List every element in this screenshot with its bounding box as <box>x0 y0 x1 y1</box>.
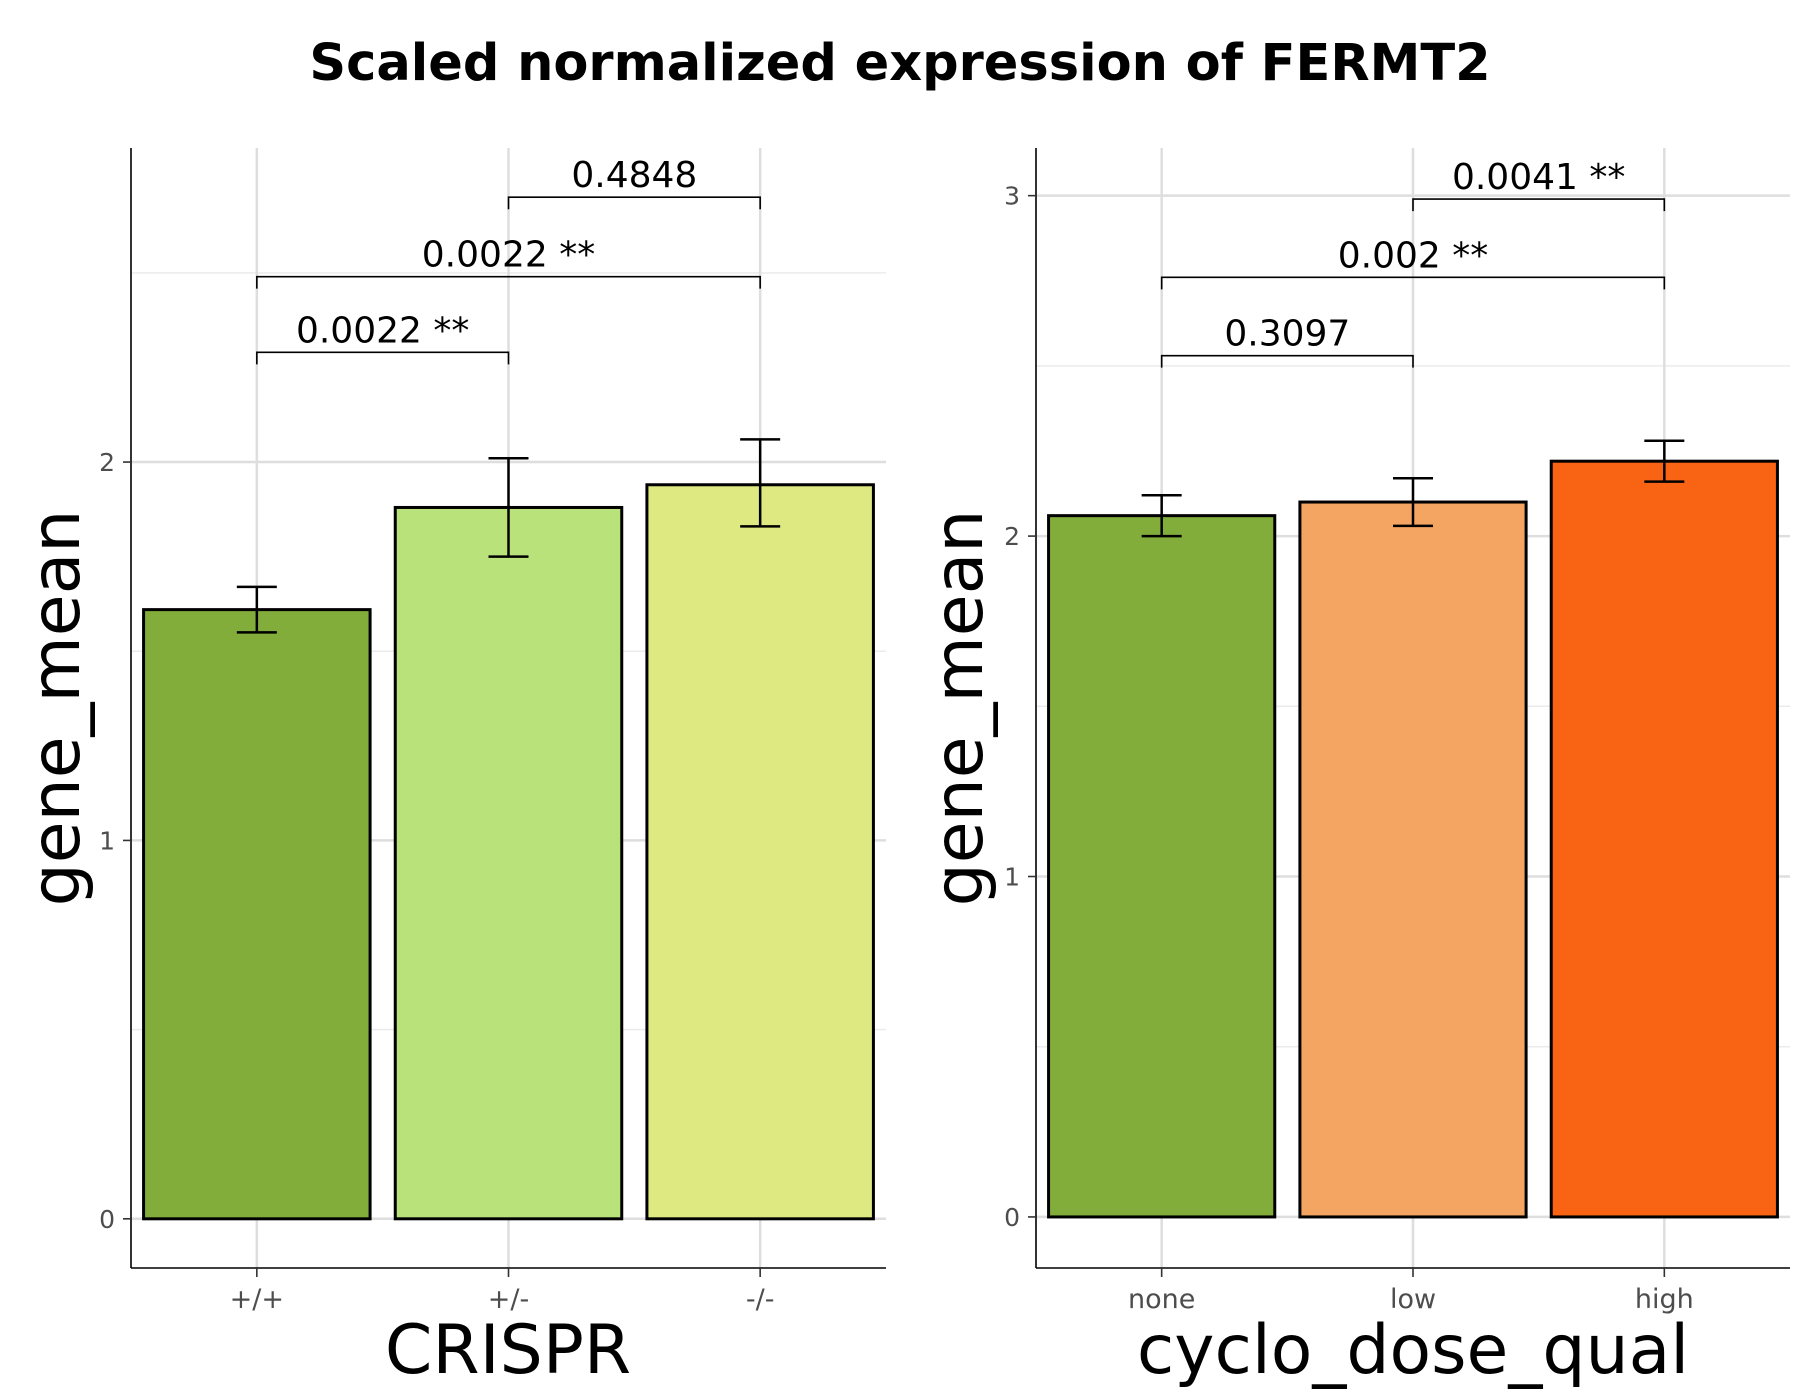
chart-title: Scaled normalized expression of FERMT2 <box>309 34 1491 93</box>
panel1-y-tick-label: 0 <box>99 1205 115 1234</box>
panel2-comparison-bracket <box>1412 198 1666 212</box>
panel1-comparison-bracket <box>507 196 761 210</box>
panel1-comparison-bracket <box>256 351 510 365</box>
panel2-comparison-bracket <box>1160 354 1414 368</box>
panel2-y-tick-label: 2 <box>1004 522 1020 551</box>
panel2-bar <box>1047 514 1277 1219</box>
panel2-y-tick-label: 0 <box>1004 1203 1020 1232</box>
panel1-bar <box>645 483 875 1221</box>
panel1-comparison-label: 0.4848 <box>571 155 697 196</box>
panel2-x-tick-label: none <box>1128 1284 1195 1315</box>
panel2-x-axis-title: cyclo_dose_qual <box>1137 1311 1689 1390</box>
panel2-x-tick-label: low <box>1390 1284 1436 1315</box>
panel1-x-tick-label: -/- <box>746 1284 775 1315</box>
panel2-comparison-label: 0.0041 ** <box>1452 157 1625 198</box>
panel2-y-tick-label: 3 <box>1004 182 1020 211</box>
panel1-x-tick-label: +/- <box>488 1284 529 1315</box>
panel2-y-axis-title: gene_mean <box>920 510 999 907</box>
panel1-x-axis-title: CRISPR <box>385 1311 631 1390</box>
panel2-x-tick-label: high <box>1635 1284 1694 1315</box>
panel2-comparison-label: 0.002 ** <box>1338 235 1489 276</box>
panel1-comparison-label: 0.0022 ** <box>422 235 595 276</box>
panel1-bar <box>142 608 372 1221</box>
panel2-bar <box>1298 500 1528 1219</box>
panel1-x-tick-label: +/+ <box>230 1284 284 1315</box>
panel1-y-axis-title: gene_mean <box>17 510 96 907</box>
panel1-y-tick-label: 1 <box>99 826 115 855</box>
panel1-bar <box>393 505 624 1221</box>
panel2-comparison-bracket <box>1160 276 1666 290</box>
panel1-comparison-label: 0.0022 ** <box>296 310 469 351</box>
panel2-comparison-label: 0.3097 <box>1224 314 1350 355</box>
panel1-y-tick-label: 2 <box>99 448 115 477</box>
panel2-bar <box>1549 459 1779 1219</box>
panel1-comparison-bracket <box>256 275 761 289</box>
panel2-y-tick-label: 1 <box>1004 863 1020 892</box>
